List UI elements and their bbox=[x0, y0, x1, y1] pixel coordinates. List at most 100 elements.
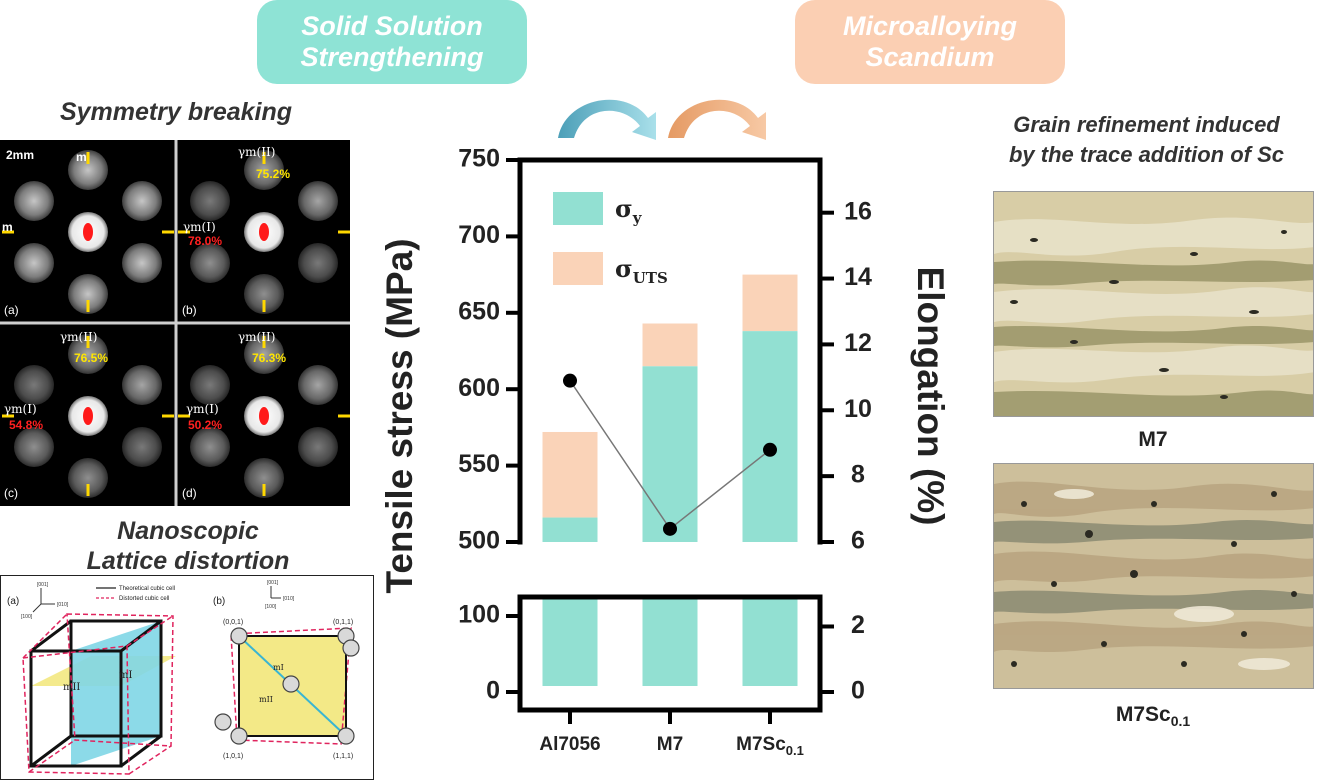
lattice-tag-a: (a) bbox=[7, 596, 19, 607]
diffraction-spot bbox=[190, 243, 230, 283]
bar-yield-lower bbox=[742, 597, 798, 686]
panel-d-top-value: 76.3% bbox=[252, 351, 287, 365]
y2-axis-title: Elongation (%) bbox=[910, 267, 951, 526]
panel-b-side-label: γm(I) bbox=[183, 220, 216, 234]
diffraction-spot bbox=[14, 427, 54, 467]
micrograph-m7sc bbox=[993, 463, 1314, 689]
y-tick-label: 500 bbox=[458, 527, 500, 555]
y-tick-label: 600 bbox=[458, 374, 500, 402]
y2-tick-label: 10 bbox=[844, 395, 872, 423]
diffraction-spot bbox=[122, 243, 162, 283]
diffraction-spot bbox=[244, 150, 284, 190]
svg-text:[100]: [100] bbox=[21, 614, 33, 620]
y-tick-label: 0 bbox=[486, 677, 500, 705]
m7sc-caption-sub: 0.1 bbox=[1170, 713, 1191, 730]
panel-c-side-value: 54.8% bbox=[9, 418, 44, 432]
elongation-point bbox=[563, 373, 577, 388]
panel-d-side-value: 50.2% bbox=[188, 418, 223, 432]
svg-text:mII: mII bbox=[259, 695, 273, 704]
bar-yield bbox=[642, 366, 698, 542]
panel-c-tag: (c) bbox=[4, 486, 18, 500]
y-tick-label: 100 bbox=[458, 601, 500, 629]
diffraction-spot bbox=[190, 181, 230, 221]
micrograph-m7 bbox=[993, 191, 1314, 417]
diffraction-spot bbox=[244, 458, 284, 498]
y2-tick-label: 2 bbox=[851, 611, 865, 639]
grain-title: Grain refinement induced by the trace ad… bbox=[960, 110, 1333, 170]
micrograph-m7-caption: M7 bbox=[1138, 428, 1168, 451]
lattice-title: Nanoscopic Lattice distortion bbox=[0, 516, 376, 576]
bar-yield-lower bbox=[542, 597, 598, 686]
scale-label: 2mm bbox=[6, 148, 35, 162]
lattice-title-line1: Nanoscopic bbox=[117, 517, 259, 545]
x-tick-label: Al7056 bbox=[539, 734, 600, 755]
grain-title-line1: Grain refinement induced bbox=[1013, 112, 1280, 137]
plane-label-mI: mI bbox=[119, 670, 132, 681]
diffraction-spot bbox=[68, 458, 108, 498]
legend-swatch-uts bbox=[553, 252, 603, 285]
y2-tick-label: 8 bbox=[851, 461, 865, 489]
center-marker bbox=[83, 223, 93, 241]
diffraction-spot bbox=[68, 334, 108, 374]
solid-solution-banner: Solid Solution Strengthening bbox=[257, 0, 527, 84]
y2-tick-label: 6 bbox=[851, 527, 865, 555]
panel-b-top-label: γm(II) bbox=[238, 145, 276, 159]
y-tick-label: 750 bbox=[458, 145, 500, 173]
panel-a-side-label: m bbox=[2, 220, 13, 234]
blue-arrow-icon bbox=[558, 99, 656, 140]
panel-b-side-value: 78.0% bbox=[188, 234, 223, 248]
diffraction-spot bbox=[244, 334, 284, 374]
solid-solution-line2: Strengthening bbox=[300, 42, 484, 72]
plane-mI-a bbox=[71, 621, 161, 766]
elongation-point bbox=[663, 521, 677, 536]
y-tick-label: 650 bbox=[458, 297, 500, 325]
grain-title-line2: by the trace addition of Sc bbox=[1008, 142, 1285, 167]
microalloying-line2: Scandium bbox=[865, 42, 995, 72]
diffraction-spot bbox=[122, 181, 162, 221]
svg-text:[010]: [010] bbox=[57, 602, 69, 608]
legend-label-uts: σUTS bbox=[615, 254, 668, 287]
diffraction-spot bbox=[298, 427, 338, 467]
micrograph-m7sc-caption: M7Sc0.1 bbox=[1043, 703, 1263, 729]
legend-label-yield: σy bbox=[615, 194, 643, 227]
diffraction-spot bbox=[68, 274, 108, 314]
svg-text:[100]: [100] bbox=[265, 604, 277, 610]
bar-uts bbox=[642, 323, 698, 367]
symmetry-title: Symmetry breaking bbox=[59, 98, 293, 126]
legend-theoretical: Theoretical cubic cell bbox=[119, 586, 175, 592]
solid-solution-line1: Solid Solution bbox=[301, 11, 483, 41]
bar-yield bbox=[542, 517, 598, 542]
diffraction-spot bbox=[68, 150, 108, 190]
flow-arrows bbox=[558, 99, 766, 140]
center-marker bbox=[83, 407, 93, 425]
legend-swatch-yield bbox=[553, 192, 603, 225]
panel-a-top-label: m bbox=[76, 150, 87, 164]
m7sc-caption-base: M7Sc bbox=[1115, 703, 1171, 726]
panel-b-top-value: 75.2% bbox=[256, 167, 291, 181]
svg-text:[001]: [001] bbox=[267, 580, 279, 586]
corner-111: (1,1,1) bbox=[333, 753, 353, 760]
x-tick-label: M7 bbox=[657, 734, 683, 755]
micrograph-m7-svg bbox=[994, 192, 1313, 416]
x-tick-label: M7Sc0.1 bbox=[736, 734, 804, 758]
axis-triad-b-icon bbox=[270, 586, 281, 599]
bar-uts bbox=[742, 274, 798, 332]
elongation-point bbox=[763, 442, 777, 457]
y2-tick-label: 12 bbox=[844, 329, 872, 357]
corner-001: (0,0,1) bbox=[223, 619, 243, 626]
diffraction-svg bbox=[0, 140, 350, 506]
diffraction-spot bbox=[244, 274, 284, 314]
microalloying-banner: Microalloying Scandium bbox=[795, 0, 1065, 84]
corner-101: (1,0,1) bbox=[223, 753, 243, 760]
panel-d-top-label: γm(II) bbox=[238, 330, 276, 344]
orange-arrow-icon bbox=[668, 99, 766, 140]
tensile-chart: 500 550 600 650 700 750 0 100 6 8 10 12 14 16 0 2 Al7056… bbox=[379, 145, 951, 758]
legend-distorted: Distorted cubic cell bbox=[119, 596, 169, 602]
lattice-diagram: (a) [001] [010] [100] Theoretical cubic … bbox=[0, 575, 374, 780]
diffraction-spot bbox=[298, 243, 338, 283]
svg-text:mI: mI bbox=[273, 663, 284, 672]
diffraction-spot bbox=[190, 365, 230, 405]
micrograph-m7sc-svg bbox=[994, 464, 1313, 688]
diffraction-spot bbox=[14, 243, 54, 283]
plane-label-mII: mII bbox=[63, 682, 80, 693]
